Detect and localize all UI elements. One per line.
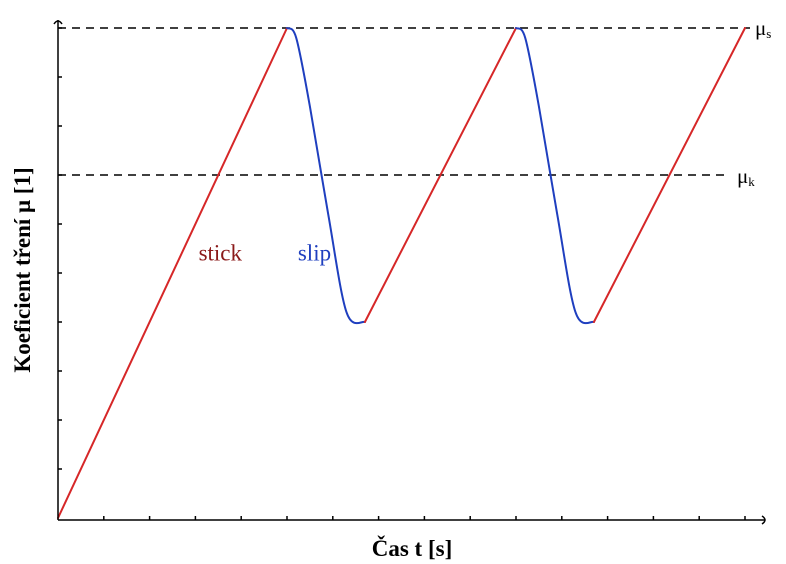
mu-s-label: μs (755, 16, 771, 41)
reference-lines (58, 27, 750, 176)
x-axis-title: Čas t [s] (372, 535, 453, 561)
slip-label: slip (298, 241, 331, 266)
slip-segment (286, 27, 366, 325)
y-axis-title: Koeficient tření μ [1] (10, 167, 35, 372)
stick-segment (363, 27, 517, 323)
stick-segment (592, 27, 746, 323)
series-lines (57, 27, 746, 519)
y-axis-arrow (53, 20, 63, 25)
axis-ticks (58, 27, 746, 520)
x-axis-arrow (761, 515, 766, 525)
stick-label: stick (199, 241, 243, 266)
stick-segment (57, 27, 288, 519)
slip-segment (515, 27, 595, 325)
mu-k-label: μk (737, 164, 755, 189)
